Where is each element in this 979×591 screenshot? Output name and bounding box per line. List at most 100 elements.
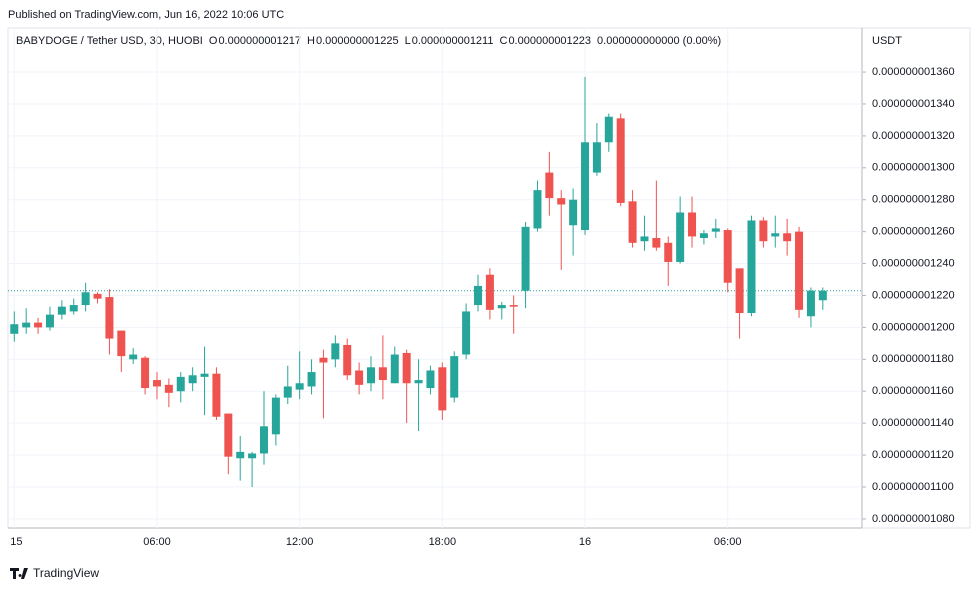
- candle-body: [521, 226, 530, 291]
- y-tick-label: 0.000000001340: [872, 98, 955, 110]
- y-tick-label: 0.000000001160: [872, 385, 954, 397]
- candle-body: [806, 290, 815, 317]
- candle-body: [426, 370, 435, 389]
- candle-body: [34, 322, 43, 328]
- candle-body: [616, 118, 625, 203]
- candle-body: [711, 228, 720, 232]
- candle-body: [818, 290, 827, 301]
- legend-value: 0.000000001217: [218, 35, 301, 47]
- candle-body: [307, 372, 316, 387]
- candle-body: [592, 142, 601, 173]
- candle-body: [509, 305, 518, 307]
- logo: [10, 568, 28, 579]
- y-tick-label: 0.000000001240: [872, 257, 955, 269]
- y-tick-label: 0.000000001220: [872, 289, 955, 301]
- candle-body: [117, 330, 126, 357]
- y-tick-label: 0.000000001280: [872, 194, 955, 206]
- x-tick-label: 12:00: [286, 536, 314, 548]
- legend-value: 0.000000001223: [508, 35, 591, 47]
- candle-body: [152, 380, 161, 387]
- candle-body: [759, 220, 768, 242]
- candle-body: [735, 268, 744, 314]
- candle-body: [129, 354, 138, 360]
- candle-body: [533, 190, 542, 229]
- candle-body: [390, 354, 399, 384]
- y-tick-label: 0.000000001140: [872, 417, 954, 429]
- candle-body: [176, 376, 185, 392]
- chart-title: BABYDOGE / Tether USD, 30, HUOBI: [16, 35, 203, 47]
- candle-body: [271, 397, 280, 435]
- y-tick-label: 0.000000001120: [872, 449, 954, 461]
- x-tick-label: 15: [10, 536, 22, 548]
- candle-body: [699, 233, 708, 239]
- candle-body: [141, 357, 150, 389]
- candle-body: [81, 292, 90, 306]
- legend-key: O: [209, 35, 218, 47]
- candle-body: [652, 238, 661, 248]
- y-tick-label: 0.000000001100: [872, 481, 954, 493]
- legend-key: H: [307, 35, 315, 47]
- candle-body: [676, 212, 685, 262]
- candle-body: [378, 367, 387, 381]
- candle-body: [628, 201, 637, 243]
- candle-body: [450, 356, 459, 398]
- y-tick-label: 0.000000001300: [872, 162, 955, 174]
- candle-body: [295, 383, 304, 390]
- candle-body: [259, 426, 268, 454]
- candle-body: [200, 373, 209, 377]
- x-tick-label: 16: [579, 536, 591, 548]
- candle-body: [497, 305, 506, 309]
- change-value: 0.000000000000 (0.00%): [597, 35, 721, 47]
- candle-body: [474, 285, 483, 306]
- legend-key: L: [405, 35, 411, 47]
- footer-brand: TradingView: [33, 566, 99, 580]
- candle-body: [604, 116, 613, 143]
- candle-body: [462, 311, 471, 355]
- candle-body: [402, 352, 411, 384]
- candle-body: [248, 453, 257, 459]
- y-tick-label: 0.000000001320: [872, 130, 955, 142]
- candle-body: [688, 212, 697, 237]
- candle-body: [485, 274, 494, 310]
- candle-body: [581, 142, 590, 231]
- candle-body: [557, 198, 566, 205]
- y-tick-label: 0.000000001080: [872, 513, 955, 525]
- y-tick-label: 0.000000001180: [872, 353, 954, 365]
- candle-body: [57, 306, 66, 315]
- y-tick-label: 0.000000001360: [872, 66, 955, 78]
- y-tick-label: 0.000000001260: [872, 226, 955, 238]
- candle-body: [545, 172, 554, 199]
- candle-body: [22, 322, 31, 328]
- candle-body: [438, 367, 447, 411]
- candle-body: [224, 413, 233, 457]
- candle-body: [283, 386, 292, 398]
- candle-body: [343, 344, 352, 376]
- candle-body: [69, 305, 78, 312]
- candle-body: [414, 380, 423, 384]
- candle-body: [164, 384, 173, 393]
- published-note: Published on TradingView.com, Jun 16, 20…: [8, 9, 284, 21]
- candle-body: [188, 375, 197, 384]
- legend-key: C: [499, 35, 507, 47]
- candle-body: [771, 233, 780, 237]
- y-tick-label: 0.000000001200: [872, 321, 955, 333]
- candle-body: [795, 231, 804, 310]
- candle-body: [236, 451, 245, 459]
- candle-body: [45, 314, 54, 328]
- candle-body: [640, 236, 649, 242]
- x-tick-label: 06:00: [143, 536, 171, 548]
- legend-value: 0.000000001211: [412, 35, 494, 47]
- candle-body: [105, 297, 114, 339]
- candle-body: [664, 242, 673, 262]
- candle-body: [10, 324, 19, 334]
- candle-body: [355, 370, 364, 385]
- candle-body: [783, 233, 792, 242]
- candle-body: [569, 199, 578, 226]
- candle-body: [723, 230, 732, 283]
- legend-value: 0.000000001225: [316, 35, 399, 47]
- x-tick-label: 06:00: [714, 536, 742, 548]
- candle-body: [212, 373, 221, 417]
- candle-body: [747, 220, 756, 314]
- candle-body: [367, 367, 375, 384]
